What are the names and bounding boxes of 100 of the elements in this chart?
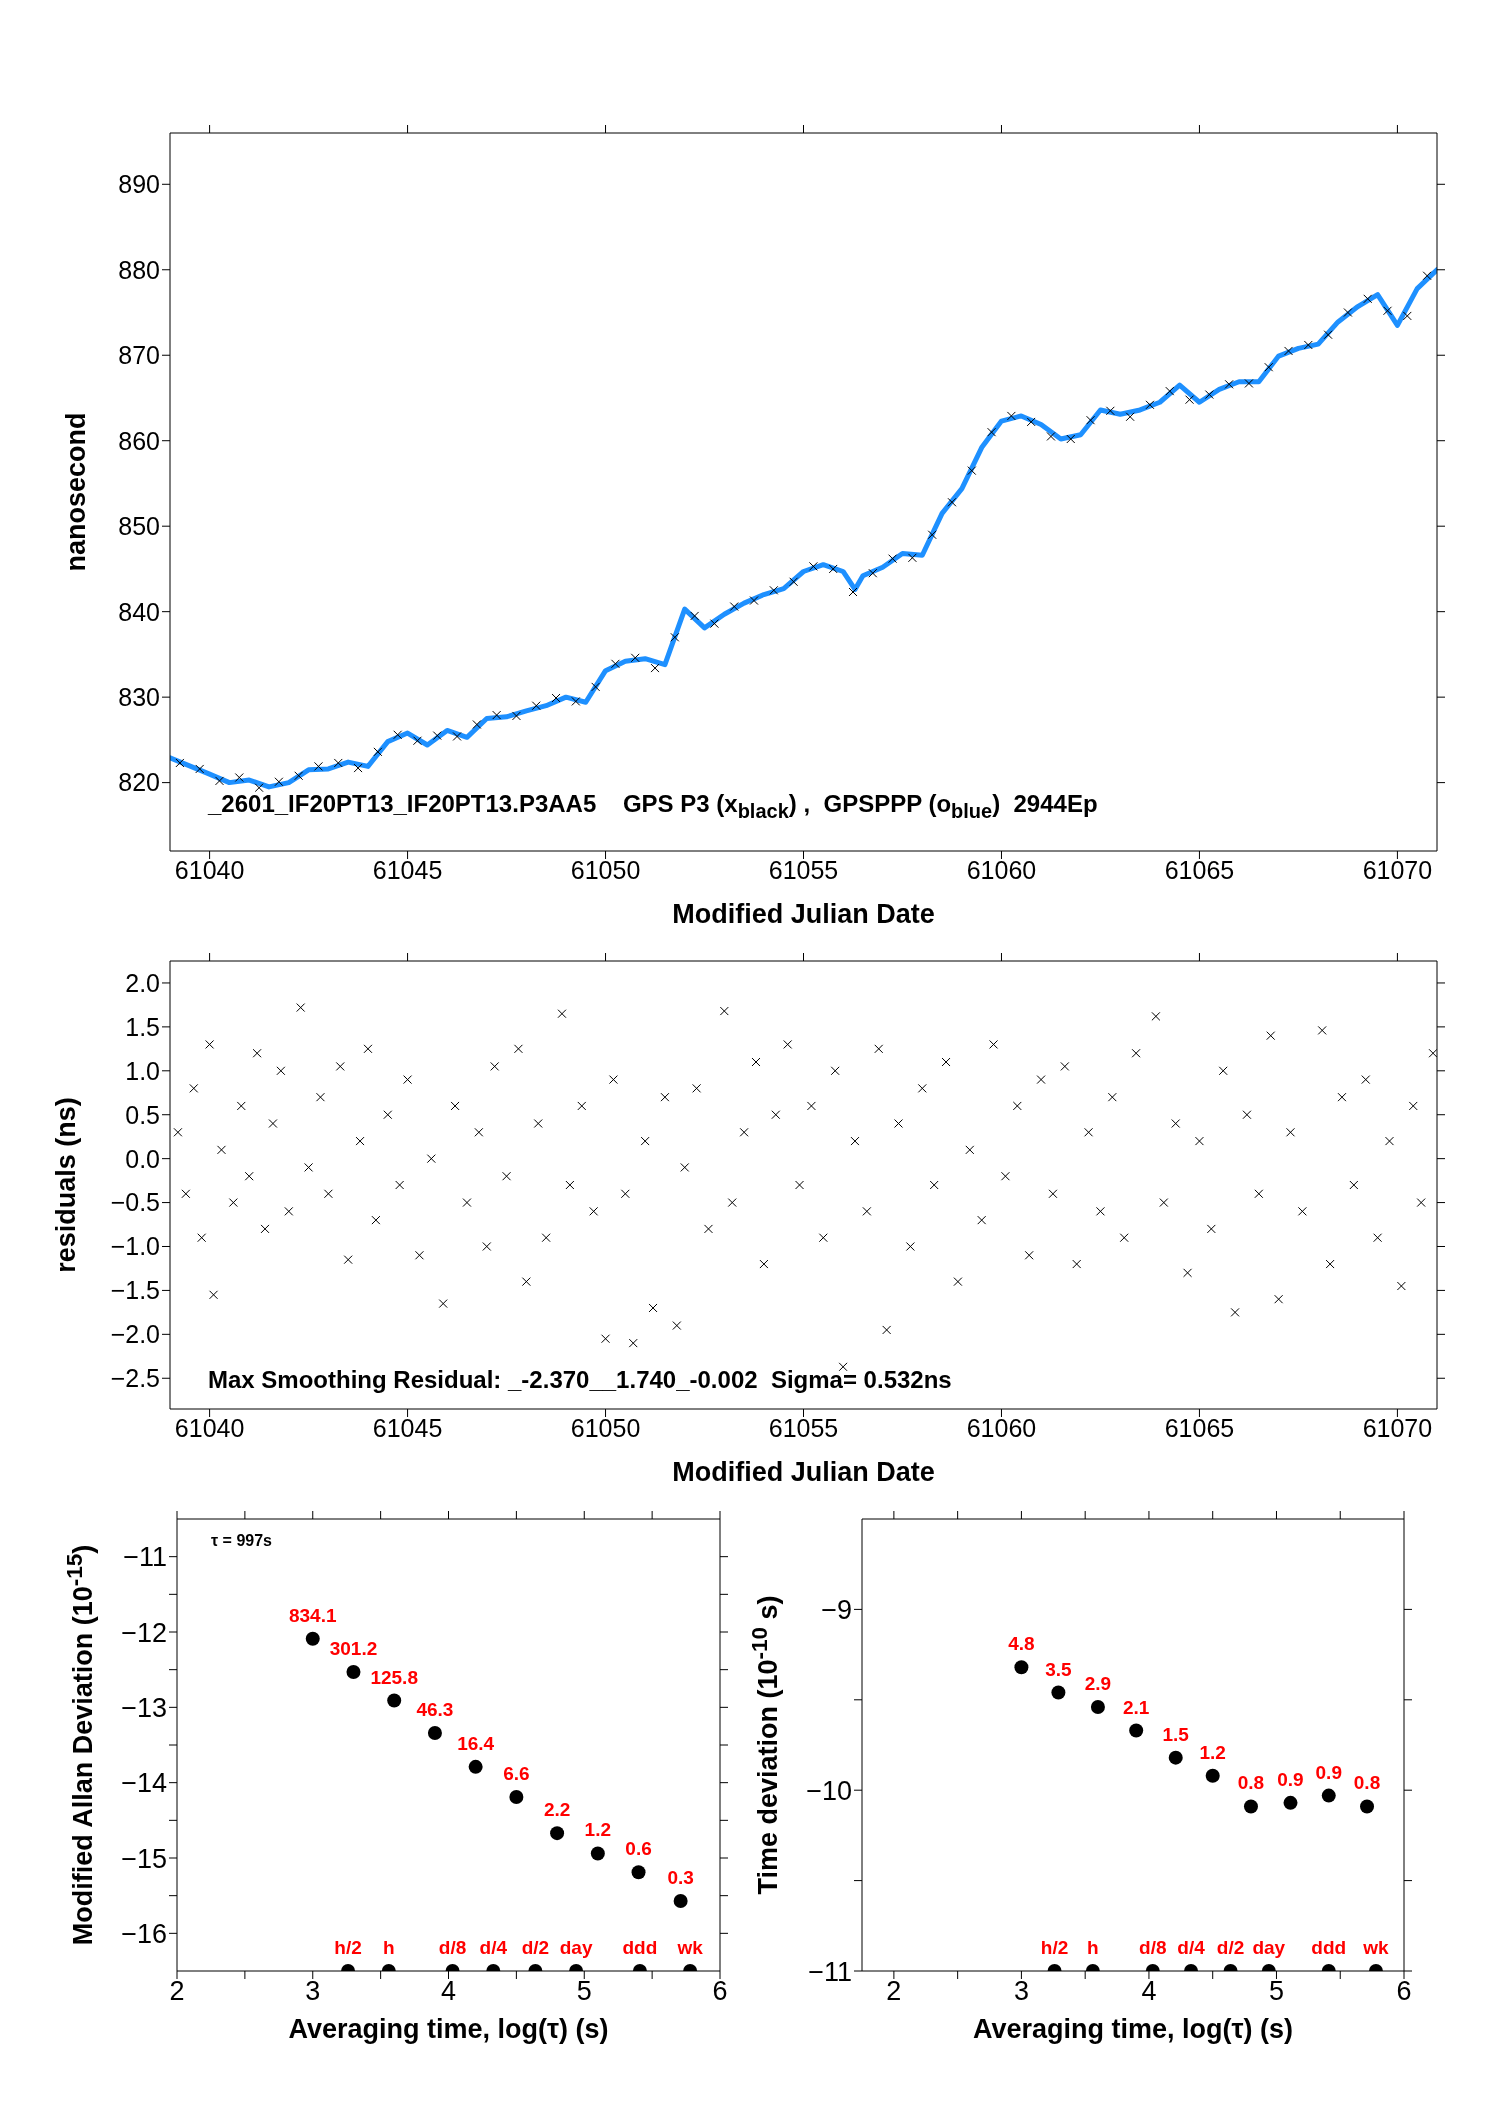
y-tick-label: 0.0 [125, 1144, 160, 1173]
annotation: 2.2 [543, 1799, 571, 1821]
annotation: h/2 [1040, 1937, 1069, 1958]
point [387, 1693, 402, 1708]
annotation: 1.5 [1162, 1723, 1189, 1745]
x-tick-label: 61070 [1362, 855, 1433, 884]
y-tick-label: 870 [118, 341, 160, 370]
annotation: 0.6 [625, 1838, 652, 1860]
annotation: d/4 [479, 1937, 508, 1958]
annotation: 301.2 [329, 1637, 378, 1659]
annotation: 4.8 [1008, 1633, 1035, 1655]
y-axis-title: residuals (ns) [50, 1097, 82, 1273]
x-tick-label: 61040 [174, 1413, 245, 1442]
x-tick-label: 61060 [966, 855, 1037, 884]
y-axis-title: nanosecond [60, 412, 92, 572]
annotation: h/2 [334, 1937, 362, 1958]
annotation: 0.8 [1353, 1772, 1381, 1794]
x-tick-label: 61050 [570, 1413, 641, 1442]
y-tick-label: 890 [118, 170, 160, 199]
annotation: 2.1 [1122, 1696, 1150, 1718]
annotation: wk [677, 1937, 703, 1958]
point [1360, 1799, 1375, 1814]
x-axis-title: Modified Julian Date [672, 899, 935, 930]
point [468, 1759, 483, 1774]
annotation: 1.2 [1199, 1741, 1226, 1763]
y-tick-label: 880 [118, 255, 160, 284]
y-tick-label: 820 [118, 768, 160, 797]
annotation: 0.9 [1277, 1768, 1304, 1790]
x-tick-label: 61045 [372, 1413, 443, 1442]
y-tick-label: −16 [121, 1918, 167, 1949]
point [509, 1789, 524, 1804]
point [590, 1846, 605, 1861]
y-tick-label: 1.0 [125, 1056, 160, 1085]
y-tick-label: −1.0 [110, 1232, 160, 1261]
y-tick-label: −13 [121, 1692, 167, 1723]
y-tick-label: 0.5 [125, 1100, 160, 1129]
y-tick-label: 1.5 [125, 1012, 160, 1041]
x-tick-label: 2 [169, 1976, 185, 2007]
y-tick-label: 860 [118, 426, 160, 455]
x-tick-label: 61040 [174, 855, 245, 884]
annotation: h [382, 1937, 395, 1958]
x-tick-label: 6 [1396, 1976, 1412, 2007]
y-tick-label: 2.0 [125, 968, 160, 997]
point [305, 1631, 320, 1646]
annotation: τ = 997s [211, 1532, 272, 1550]
y-tick-label: −14 [121, 1768, 167, 1799]
annotation: d/8 [1139, 1937, 1167, 1958]
annotation: 0.9 [1315, 1761, 1342, 1783]
y-tick-label: −2.0 [110, 1320, 160, 1349]
x-tick-label: 61050 [570, 855, 641, 884]
annotation: day [559, 1937, 593, 1958]
x-tick-label: 3 [305, 1976, 321, 2007]
annotation: 2.9 [1084, 1673, 1112, 1695]
point [1014, 1660, 1029, 1675]
y-tick-label: 850 [118, 512, 160, 541]
x-axis-title: Modified Julian Date [672, 1457, 935, 1488]
annotation: h [1087, 1937, 1099, 1958]
x-tick-label: 61065 [1164, 1413, 1235, 1442]
y-tick-label: −11 [123, 1542, 167, 1573]
annotation: 6.6 [503, 1762, 530, 1784]
y-tick-label: −2.5 [110, 1364, 160, 1393]
x-tick-label: 5 [1268, 1976, 1284, 2007]
annotation: d/4 [1177, 1937, 1205, 1958]
point [1283, 1795, 1298, 1810]
x-tick-label: 61055 [768, 855, 839, 884]
annotation: 834.1 [288, 1604, 337, 1626]
annotation: d/8 [438, 1937, 467, 1958]
y-tick-label: −0.5 [110, 1188, 160, 1217]
annotation: 0.3 [667, 1866, 694, 1888]
point [1129, 1723, 1144, 1738]
point [1168, 1750, 1183, 1765]
annotation: 46.3 [416, 1698, 454, 1720]
x-tick-label: 6 [712, 1976, 728, 2007]
x-tick-label: 4 [440, 1976, 457, 2007]
annotation: day [1252, 1937, 1286, 1958]
annotation: d/2 [1216, 1937, 1245, 1958]
point [1321, 1788, 1336, 1803]
annotation: 16.4 [457, 1732, 495, 1754]
annotation: ddd [1311, 1937, 1347, 1958]
point [346, 1664, 361, 1679]
x-tick-label: 61045 [372, 855, 443, 884]
y-tick-label: 840 [118, 597, 160, 626]
y-tick-label: 830 [118, 683, 160, 712]
x-tick-label: 61065 [1164, 855, 1235, 884]
annotation: wk [1363, 1937, 1389, 1958]
x-tick-label: 61060 [966, 1413, 1037, 1442]
x-tick-label: 4 [1141, 1976, 1157, 2007]
x-tick-label: 5 [576, 1976, 592, 2007]
x-tick-label: 3 [1013, 1976, 1029, 2007]
y-tick-label: −12 [121, 1617, 167, 1648]
x-tick-label: 2 [886, 1976, 902, 2007]
point [1205, 1768, 1220, 1783]
annotation: 0.8 [1237, 1772, 1265, 1794]
x-axis-title: Averaging time, log(τ) (s) [972, 2014, 1294, 2045]
annotation: ddd [622, 1937, 658, 1958]
y-tick-label: −10 [806, 1775, 852, 1806]
point [1051, 1685, 1066, 1700]
x-tick-label: 61070 [1362, 1413, 1433, 1442]
point [1243, 1799, 1258, 1814]
annotation: 125.8 [370, 1666, 418, 1688]
